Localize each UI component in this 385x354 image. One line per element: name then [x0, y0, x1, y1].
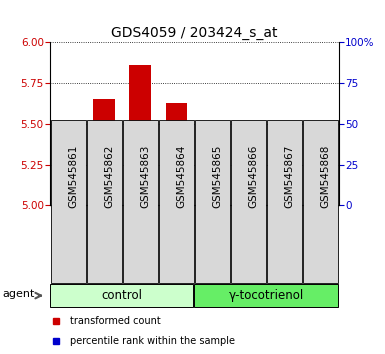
FancyBboxPatch shape — [87, 120, 122, 283]
Text: GSM545862: GSM545862 — [104, 145, 114, 208]
Text: GSM545861: GSM545861 — [68, 145, 78, 208]
Bar — [94, 99, 115, 205]
Text: agent: agent — [3, 289, 35, 299]
Text: GSM545867: GSM545867 — [285, 145, 295, 208]
Bar — [310, 129, 331, 205]
Bar — [129, 65, 151, 205]
FancyBboxPatch shape — [194, 285, 338, 307]
Text: control: control — [102, 289, 143, 302]
Text: GSM545863: GSM545863 — [140, 145, 150, 208]
Bar — [238, 148, 259, 205]
Bar — [166, 103, 187, 205]
Text: γ-tocotrienol: γ-tocotrienol — [229, 289, 304, 302]
Text: GSM545864: GSM545864 — [176, 145, 186, 208]
Title: GDS4059 / 203424_s_at: GDS4059 / 203424_s_at — [111, 26, 278, 40]
FancyBboxPatch shape — [51, 120, 85, 283]
Text: GSM545865: GSM545865 — [213, 145, 223, 208]
FancyBboxPatch shape — [159, 120, 194, 283]
Bar — [57, 129, 79, 205]
FancyBboxPatch shape — [303, 120, 338, 283]
Text: percentile rank within the sample: percentile rank within the sample — [70, 336, 235, 346]
Text: GSM545866: GSM545866 — [249, 145, 259, 208]
Text: transformed count: transformed count — [70, 316, 161, 326]
FancyBboxPatch shape — [123, 120, 158, 283]
FancyBboxPatch shape — [231, 120, 266, 283]
FancyBboxPatch shape — [50, 285, 193, 307]
FancyBboxPatch shape — [195, 120, 230, 283]
Bar — [202, 137, 223, 205]
FancyBboxPatch shape — [267, 120, 302, 283]
Text: GSM545868: GSM545868 — [321, 145, 331, 208]
Bar — [274, 194, 296, 205]
